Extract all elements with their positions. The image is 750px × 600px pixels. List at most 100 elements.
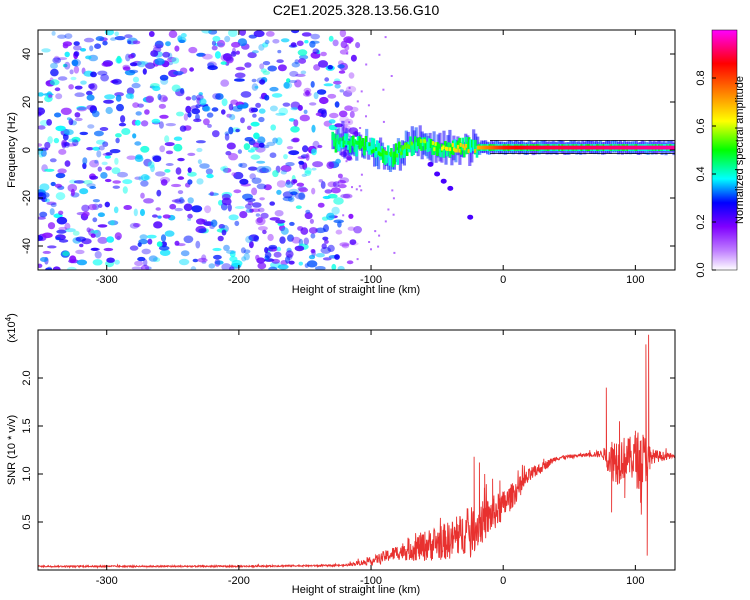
signal-band-208	[385, 154, 388, 164]
noise-cell-259	[276, 180, 286, 188]
noise-cell-696	[355, 42, 361, 49]
noise-cell-360	[140, 208, 145, 217]
noise-cell-493	[294, 245, 305, 252]
noise-cell-860	[197, 159, 202, 165]
noise-cell-183	[294, 59, 300, 65]
noise-cell-867	[226, 250, 236, 254]
noise-cell-86	[132, 76, 140, 83]
noise-cell-433	[255, 102, 261, 108]
noise-cell-474	[174, 207, 183, 212]
noise-cell-408	[282, 191, 293, 199]
noise-cell-80	[289, 70, 299, 77]
noise-cell-929	[367, 104, 370, 107]
signal-band-220	[404, 143, 407, 155]
noise-cell-842	[310, 249, 316, 254]
signal-core-523	[581, 145, 584, 150]
snr-xtick-label-0: -300	[96, 575, 118, 587]
noise-cell-344	[123, 205, 132, 210]
signal-core-449	[483, 145, 486, 150]
noise-cell-165	[224, 133, 230, 141]
noise-cell-48	[280, 165, 292, 172]
noise-cell-534	[169, 203, 177, 210]
signal-core-554	[622, 145, 625, 150]
noise-cell-896	[248, 107, 255, 114]
noise-cell-714	[143, 158, 152, 167]
noise-cell-403	[55, 172, 66, 179]
noise-cell-79	[227, 203, 232, 212]
noise-cell-510	[183, 113, 189, 121]
signal-core-583	[660, 145, 663, 150]
noise-cell-759	[337, 265, 345, 270]
noise-cell-298	[332, 39, 339, 47]
noise-cell-843	[276, 189, 282, 195]
signal-core-580	[656, 145, 659, 150]
noise-cell-680	[288, 260, 295, 265]
signal-band-228	[417, 138, 420, 146]
noise-cell-461	[252, 142, 261, 149]
noise-cell-779	[49, 158, 57, 163]
noise-cell-791	[80, 80, 87, 85]
noise-cell-620	[132, 102, 140, 108]
noise-cell-317	[67, 184, 78, 192]
snr-scale-label: (x104)	[4, 313, 19, 343]
signal-band-252	[455, 142, 458, 153]
noise-cell-300	[234, 206, 245, 209]
signal-core-497	[546, 145, 549, 150]
noise-cell-926	[384, 36, 387, 39]
signal-core-586	[664, 145, 667, 150]
noise-cell-99	[331, 263, 337, 270]
noise-cell-363	[56, 216, 68, 225]
noise-cell-262	[90, 233, 96, 238]
noise-cell-879	[348, 72, 355, 79]
noise-cell-646	[131, 266, 143, 270]
signal-core-501	[552, 145, 555, 150]
noise-cell-249	[243, 249, 251, 254]
noise-cell-787	[74, 92, 85, 97]
noise-cell-809	[212, 35, 221, 42]
top-ytick-label-0: -40	[21, 238, 33, 254]
colorbar-tick-label-0: 0.0	[695, 262, 707, 277]
noise-cell-191	[339, 89, 345, 93]
signal-core-437	[458, 148, 461, 153]
noise-cell-581	[162, 214, 171, 219]
signal-core-502	[553, 145, 556, 150]
noise-cell-847	[138, 175, 143, 181]
signal-core-444	[476, 145, 479, 150]
signal-band-182	[344, 133, 347, 146]
noise-cell-817	[49, 79, 60, 86]
noise-cell-315	[269, 152, 277, 158]
noise-cell-328	[317, 108, 327, 115]
signal-core-423	[423, 139, 427, 144]
noise-cell-655	[342, 193, 353, 199]
noise-cell-294	[125, 93, 133, 99]
noise-cell-49	[107, 220, 119, 226]
branch-point-2	[440, 178, 447, 184]
noise-cell-529	[90, 230, 99, 234]
signal-band-251	[453, 139, 457, 149]
signal-core-572	[645, 145, 649, 150]
noise-cell-35	[317, 202, 325, 208]
noise-cell-610	[146, 234, 157, 239]
noise-cell-657	[259, 197, 265, 201]
signal-band-259	[466, 141, 469, 155]
noise-cell-469	[165, 150, 174, 155]
noise-cell-648	[100, 73, 109, 82]
noise-cell-8	[223, 244, 230, 252]
noise-cell-486	[92, 110, 100, 118]
spectrogram-xlabel: Height of straight line (km)	[292, 284, 420, 296]
signal-core-563	[634, 145, 637, 150]
noise-cell-641	[159, 74, 169, 81]
signal-core-473	[515, 145, 518, 150]
signal-core-484	[529, 145, 532, 150]
noise-cell-858	[39, 183, 50, 191]
noise-cell-494	[211, 40, 217, 46]
noise-cell-833	[47, 136, 53, 144]
noise-cell-645	[247, 201, 254, 206]
noise-cell-489	[201, 254, 207, 261]
noise-cell-907	[355, 188, 358, 191]
noise-cell-29	[148, 31, 155, 37]
signal-band-219	[402, 145, 406, 158]
signal-core-591	[671, 145, 674, 150]
signal-core-488	[534, 145, 538, 150]
noise-cell-894	[147, 161, 155, 169]
